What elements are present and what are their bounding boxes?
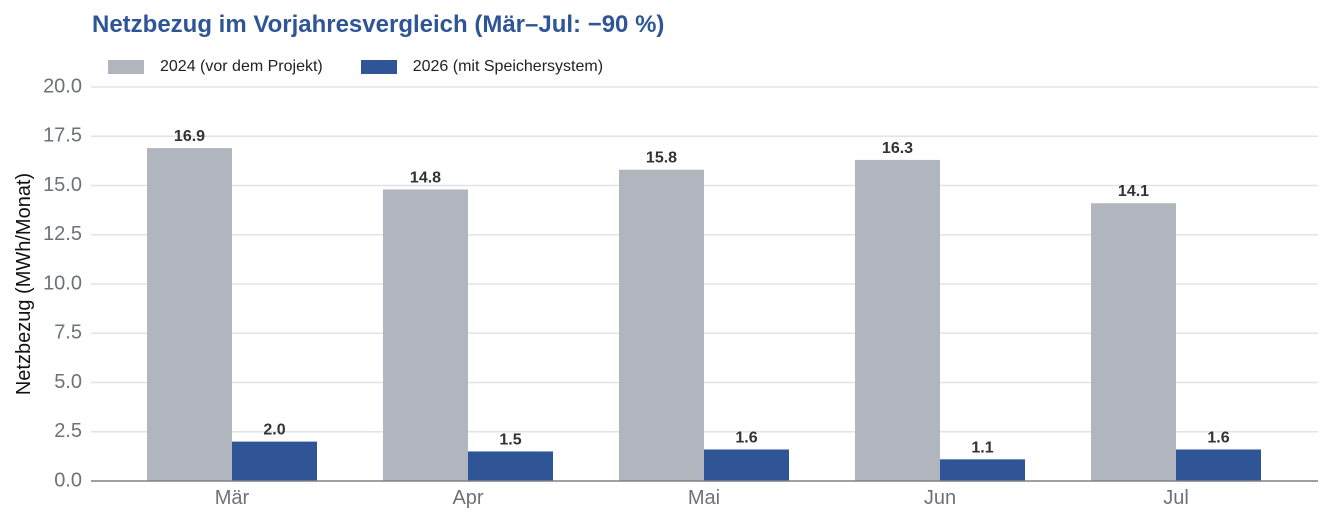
chart-legend: 2024 (vor dem Projekt) 2026 (mit Speiche… <box>108 57 641 77</box>
y-tick-label: 0.0 <box>54 469 82 491</box>
bar-2026 <box>940 459 1025 481</box>
y-tick-label: 2.5 <box>54 420 82 442</box>
value-label-2026: 1.1 <box>971 439 993 456</box>
y-axis-title: Netzbezug (MWh/Monat) <box>13 173 35 395</box>
value-label-2026: 1.6 <box>1207 429 1229 446</box>
y-tick-label: 12.5 <box>43 223 82 245</box>
y-tick-label: 5.0 <box>54 371 82 393</box>
bar-2024 <box>147 148 232 481</box>
value-label-2026: 1.5 <box>499 431 521 448</box>
y-tick-label: 17.5 <box>43 125 82 147</box>
value-label-2024: 16.9 <box>174 128 205 145</box>
value-label-2024: 15.8 <box>646 150 677 167</box>
y-tick-label: 15.0 <box>43 174 82 196</box>
value-label-2026: 1.6 <box>735 429 757 446</box>
x-tick-label: Mär <box>215 487 250 509</box>
y-axis: 0.0 2.5 5.0 7.5 10.0 12.5 15.0 17.5 20.0 <box>43 75 82 491</box>
legend-label-2024: 2024 (vor dem Projekt) <box>160 58 323 75</box>
value-label-2024: 14.1 <box>1118 183 1149 200</box>
legend-swatch-2026 <box>360 60 397 74</box>
bar-2026 <box>232 441 317 481</box>
x-tick-label: Jun <box>924 487 956 509</box>
bar-2024 <box>855 159 940 481</box>
y-tick-label: 20.0 <box>43 75 82 97</box>
chart-title: Netzbezug im Vorjahresvergleich (Mär–Jul… <box>92 11 665 38</box>
bar-2024 <box>619 169 704 482</box>
value-label-2026: 2.0 <box>263 422 285 439</box>
legend-swatch-2024 <box>108 60 144 74</box>
x-axis: Mär Apr Mai Jun Jul <box>91 480 1318 509</box>
data-labels: 16.9 2.0 14.8 1.5 15.8 1.6 16.3 1.1 14.1 1.6 <box>174 128 1230 456</box>
legend-label-2026: 2026 (mit Speichersystem) <box>412 58 604 75</box>
bar-2024 <box>1091 203 1176 482</box>
y-tick-label: 7.5 <box>54 322 82 344</box>
value-label-2024: 14.8 <box>410 169 441 186</box>
bar-2026 <box>468 451 553 481</box>
y-tick-label: 10.0 <box>43 272 82 294</box>
x-tick-label: Apr <box>452 487 483 509</box>
x-tick-label: Mai <box>688 487 720 509</box>
bar-series <box>147 148 1261 482</box>
value-label-2024: 16.3 <box>882 140 913 157</box>
bar-2024 <box>383 189 468 481</box>
x-tick-label: Jul <box>1163 487 1189 509</box>
legend-item-2026: 2026 (mit Speichersystem) <box>360 58 604 76</box>
bar-2026 <box>1176 449 1261 481</box>
bar-2026 <box>704 449 789 481</box>
legend-item-2024: 2024 (vor dem Projekt) <box>108 58 323 76</box>
